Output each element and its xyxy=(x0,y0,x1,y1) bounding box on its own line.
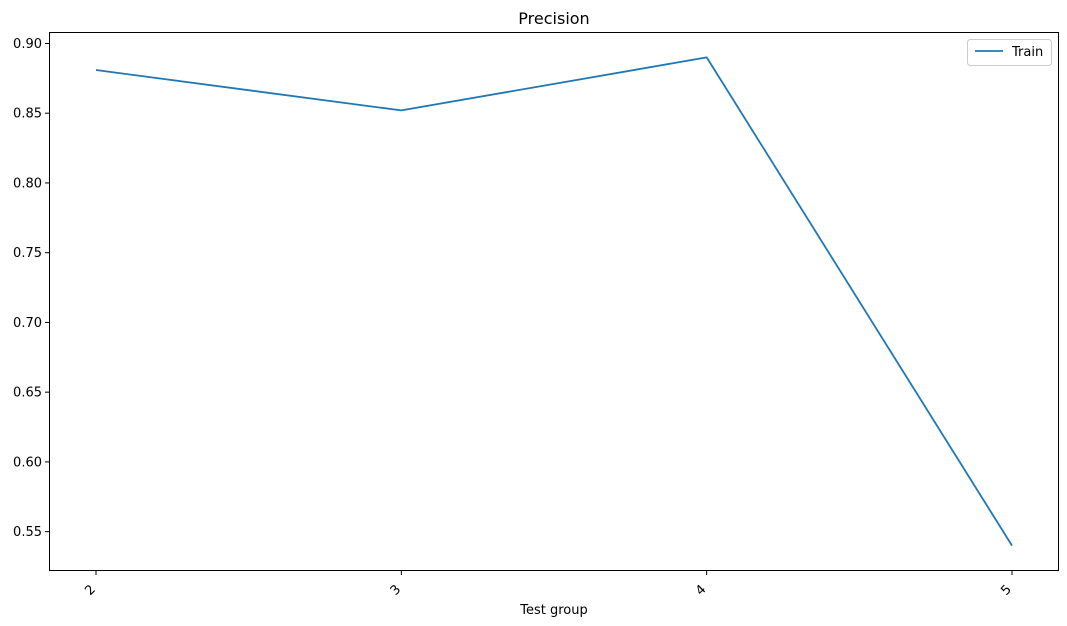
x-axis: 2 3 4 5 xyxy=(82,570,1015,599)
series-layer xyxy=(95,56,1013,547)
x-tick-label: 4 xyxy=(693,582,709,598)
y-tick-label: 0.55 xyxy=(13,525,42,540)
y-tick-label: 0.60 xyxy=(13,455,42,470)
series-line-train xyxy=(95,56,1013,547)
x-tick-label: 5 xyxy=(998,582,1014,598)
y-axis: 0.55 0.60 0.65 0.70 0.75 0.80 0.85 0.90 xyxy=(13,37,50,540)
y-tick-label: 0.65 xyxy=(13,386,42,401)
legend: Train xyxy=(967,39,1052,66)
y-tick-label: 0.85 xyxy=(13,107,42,122)
legend-box xyxy=(967,39,1052,66)
x-axis-label: Test group xyxy=(519,603,588,618)
x-tick-label: 3 xyxy=(388,582,404,598)
chart-title: Precision xyxy=(518,9,589,28)
y-tick-label: 0.75 xyxy=(13,246,42,261)
legend-label-train: Train xyxy=(1011,45,1043,60)
plot-frame xyxy=(49,32,1059,571)
x-tick-label: 2 xyxy=(82,582,98,598)
y-tick-label: 0.80 xyxy=(13,176,42,191)
y-tick-label: 0.90 xyxy=(13,37,42,52)
y-tick-label: 0.70 xyxy=(13,316,42,331)
